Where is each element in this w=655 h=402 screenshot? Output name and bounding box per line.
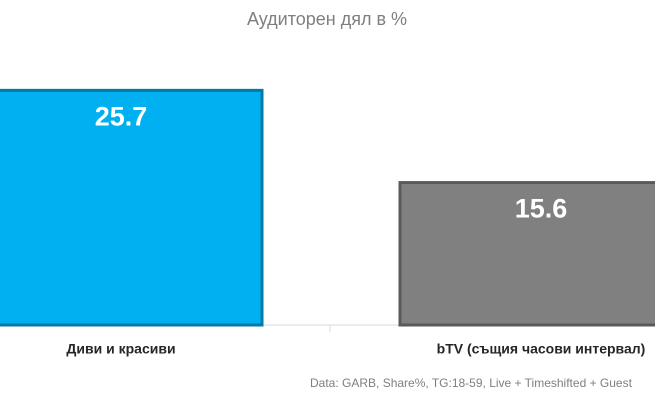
x-tick-label: Диви и красиви: [66, 341, 175, 357]
source-note: Data: GARB, Share%, TG:18-59, Live + Tim…: [310, 376, 633, 390]
value-label: 25.7: [95, 101, 148, 131]
bar: [0, 88, 264, 327]
value-label: 15.6: [515, 194, 568, 224]
bar: [398, 181, 655, 327]
x-tick-label: bTV (същия часови интервал): [437, 341, 646, 357]
chart-title: Аудиторен дял в %: [247, 9, 407, 29]
